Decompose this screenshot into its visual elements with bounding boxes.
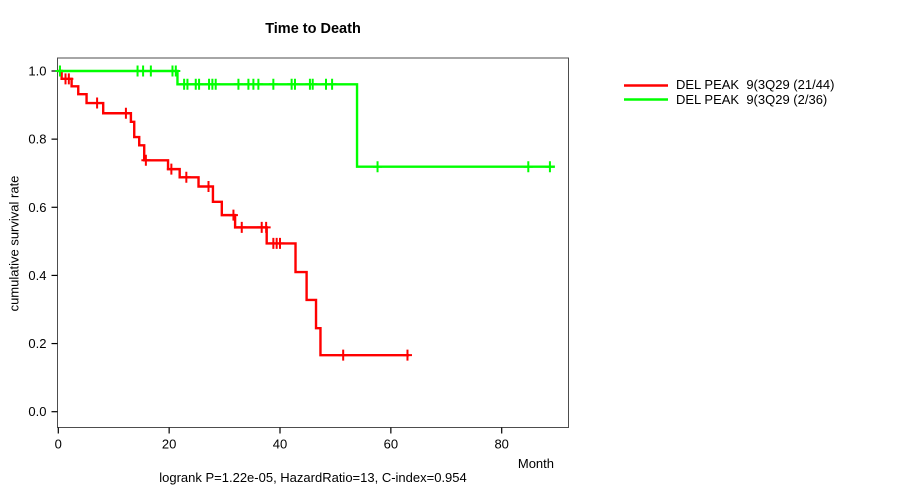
stats-annotation: logrank P=1.22e-05, HazardRatio=13, C-in… (159, 470, 467, 485)
plot-box (57, 57, 569, 428)
legend-label-group1: DEL PEAK 9(3Q29 (21/44) (676, 77, 835, 92)
legend: DEL PEAK 9(3Q29 (21/44) DEL PEAK 9(3Q29 … (623, 77, 835, 108)
y-tick-label: 0.6 (28, 200, 46, 215)
km-curve-green (58, 69, 555, 168)
y-tick-label: 0.4 (28, 268, 46, 283)
legend-item-group1: DEL PEAK 9(3Q29 (21/44) (623, 77, 835, 93)
x-tick-label: 80 (494, 437, 508, 452)
y-tick-label: 0.8 (28, 132, 46, 147)
censor-marks-green (55, 65, 555, 173)
legend-line-red (624, 84, 668, 87)
y-tick-label: 0.2 (28, 336, 46, 351)
x-tick-label: 0 (55, 437, 62, 452)
x-axis-label: Month (517, 456, 554, 471)
legend-line-green (624, 98, 668, 101)
censor-marks-red (61, 73, 412, 361)
x-tick-label: 40 (273, 437, 287, 452)
y-tick-label: 1.0 (28, 64, 46, 79)
y-tick-label: 0.0 (28, 404, 46, 419)
x-tick-label: 60 (384, 437, 398, 452)
chart-title: Time to Death (265, 21, 361, 37)
legend-item-group2: DEL PEAK 9(3Q29 (2/36) (623, 91, 835, 108)
x-tick-label: 20 (162, 437, 176, 452)
legend-label-group2: DEL PEAK 9(3Q29 (2/36) (676, 91, 828, 107)
